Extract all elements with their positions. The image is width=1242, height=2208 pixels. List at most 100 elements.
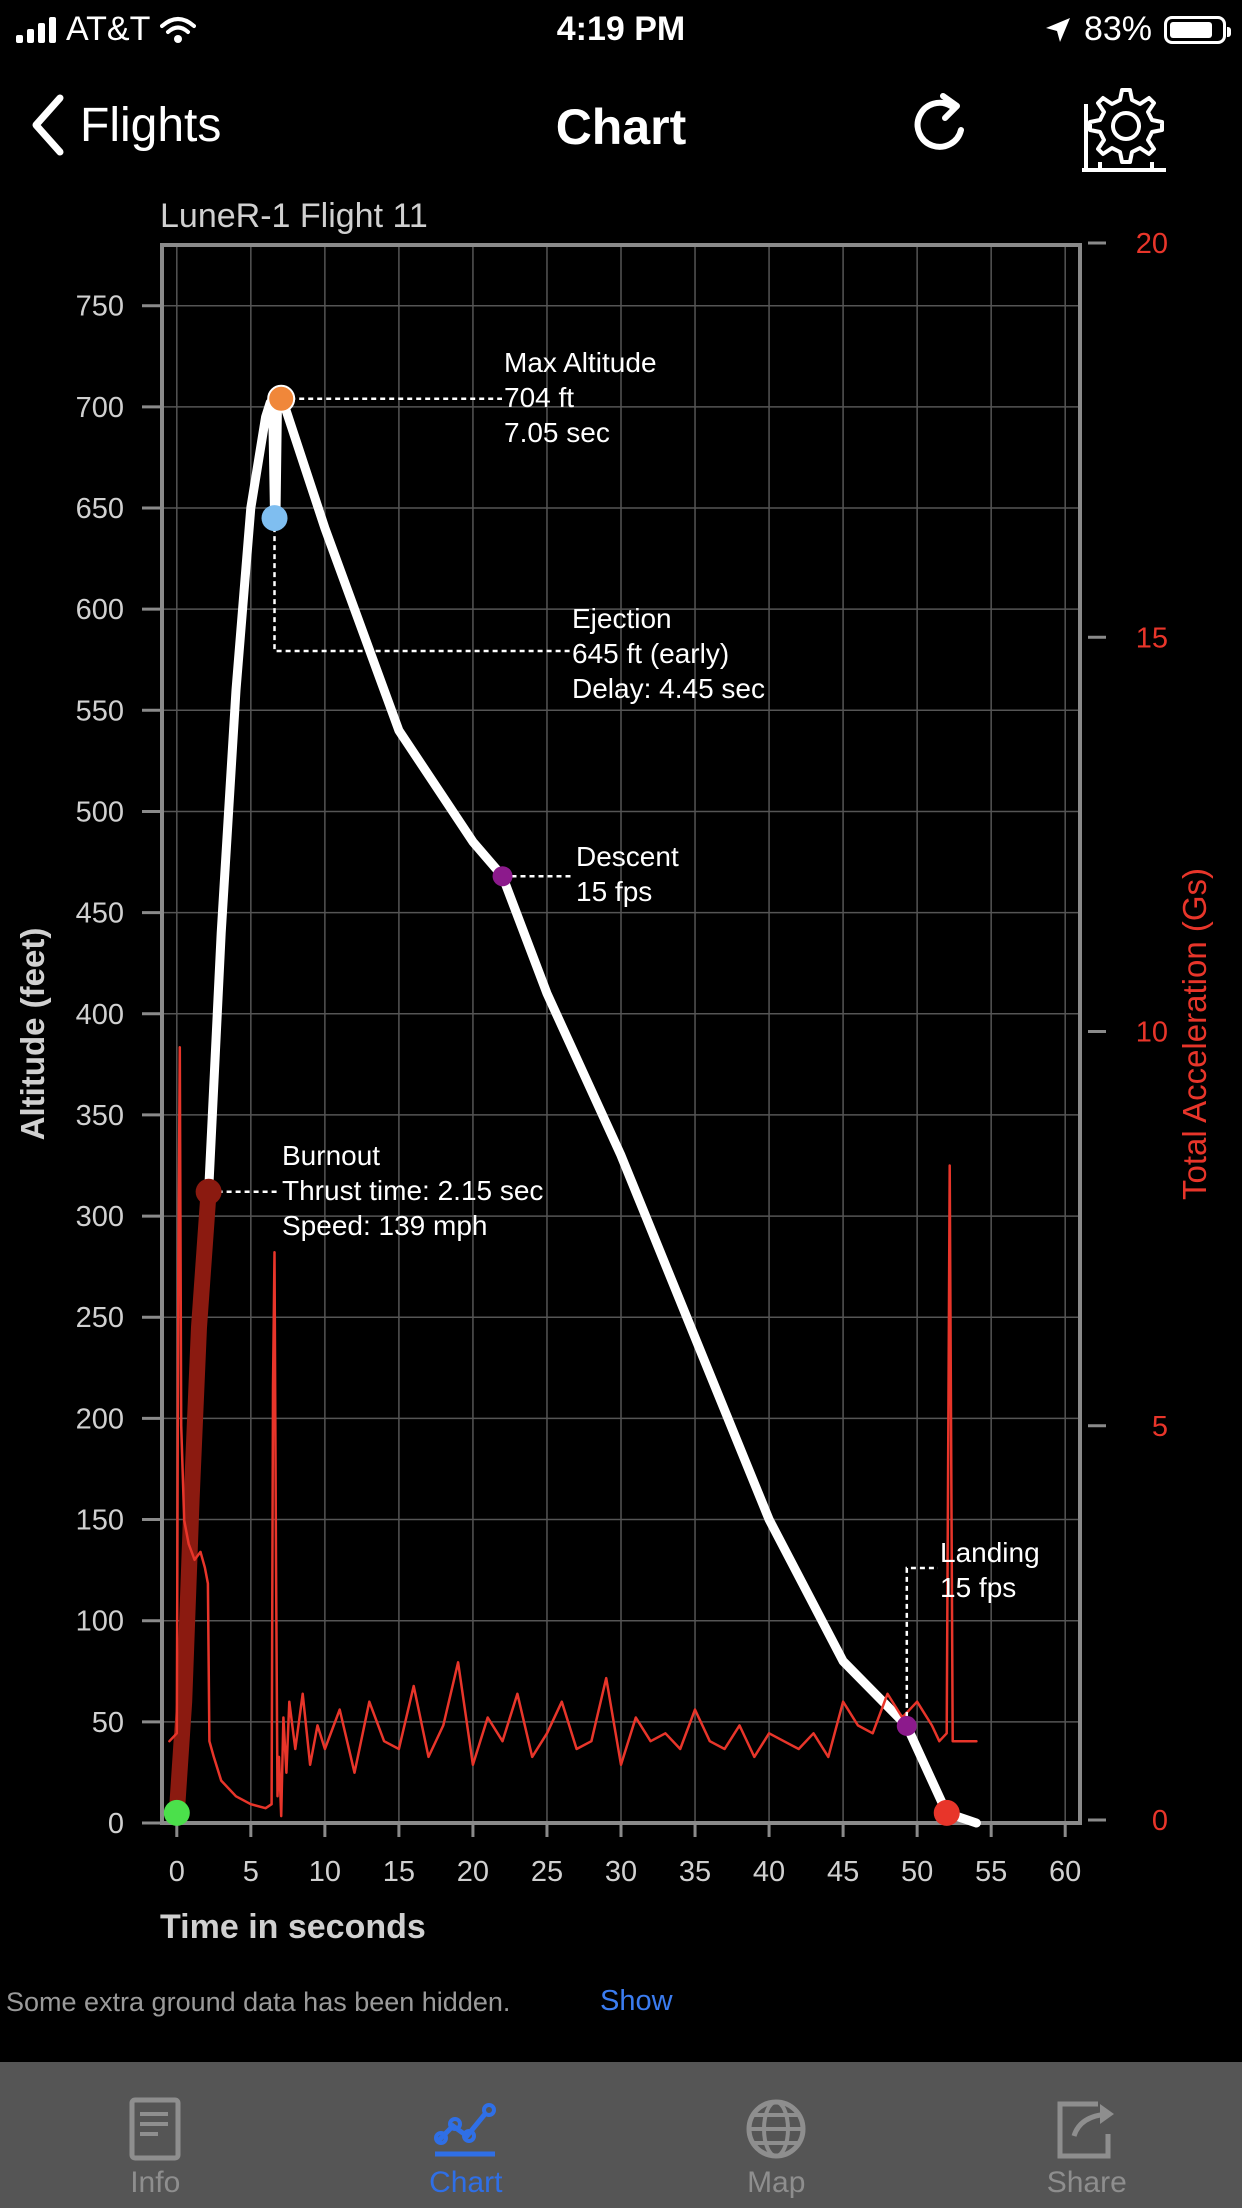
y2-axis-label: Total Acceleration (Gs) xyxy=(1176,868,1213,1200)
tab-chart-label: Chart xyxy=(429,2166,503,2199)
callout-text: Descent xyxy=(576,841,679,872)
status-right: 83% xyxy=(1044,10,1231,49)
carrier-label: AT&T xyxy=(66,10,151,48)
marker-liftoff xyxy=(163,1799,190,1826)
y-tick-label: 500 xyxy=(76,796,124,828)
y-tick-label: 700 xyxy=(76,392,124,424)
tab-info[interactable]: Info xyxy=(0,2062,311,2208)
clock: 4:19 PM xyxy=(556,10,686,48)
y-axis-left: 0 50 100 150 200 250 300 350 400 450 500 550 600 650 7… xyxy=(76,291,162,1840)
callout-text: 704 ft xyxy=(504,382,574,413)
chevron-left-icon xyxy=(32,94,64,156)
x-tick-label: 60 xyxy=(1049,1856,1081,1888)
x-tick-label: 50 xyxy=(901,1856,933,1888)
y-tick-label: 350 xyxy=(76,1100,124,1132)
chart-title: LuneR-1 Flight 11 xyxy=(160,197,428,235)
flight-chart: LuneR-1 Flight 11 0 5 10 15 20 25 30 35 40 45 50 55… xyxy=(14,197,1213,1946)
callout-text: Thrust time: 2.15 sec xyxy=(282,1175,543,1206)
marker-max-altitude xyxy=(267,384,296,413)
signal-icon xyxy=(16,16,56,43)
callout-text: Landing xyxy=(940,1537,1040,1568)
tab-share[interactable]: Share xyxy=(932,2062,1242,2208)
y-tick-label: 100 xyxy=(76,1606,124,1638)
status-bar: AT&T 4:19 PM 83% xyxy=(0,0,1242,62)
callout-leader xyxy=(273,518,570,653)
marker-landing xyxy=(896,1715,917,1736)
wifi-icon xyxy=(160,16,197,43)
y-tick-label: 250 xyxy=(76,1302,124,1334)
x-tick-label: 15 xyxy=(383,1856,415,1888)
y2-tick-label: 0 xyxy=(1152,1805,1168,1837)
marker-burnout xyxy=(195,1178,222,1205)
x-tick-label: 10 xyxy=(309,1856,341,1888)
gear-icon[interactable] xyxy=(1080,84,1168,174)
globe-icon xyxy=(746,2099,806,2159)
y-tick-label: 300 xyxy=(76,1201,124,1233)
x-tick-label: 40 xyxy=(753,1856,785,1888)
location-arrow-icon xyxy=(1045,17,1070,42)
callout-text: 15 fps xyxy=(940,1572,1016,1603)
y-tick-label: 50 xyxy=(92,1707,124,1739)
callout-leader xyxy=(905,1566,938,1726)
marker-landed xyxy=(933,1799,960,1826)
y-axis-right: 0 5 10 15 20 xyxy=(1088,228,1168,1837)
marker-descent xyxy=(492,866,513,887)
callout-text: 645 ft (early) xyxy=(572,638,729,669)
tab-share-label: Share xyxy=(1046,2166,1127,2199)
chart-callouts: Burnout Thrust time: 2.15 sec Speed: 139 m… xyxy=(163,347,1040,1826)
x-tick-label: 5 xyxy=(243,1856,259,1888)
navigation-bar: Flights Chart xyxy=(0,80,1242,180)
callout-text: Speed: 139 mph xyxy=(282,1210,488,1241)
y-tick-label: 400 xyxy=(76,999,124,1031)
refresh-icon[interactable] xyxy=(905,90,975,160)
x-tick-label: 20 xyxy=(457,1856,489,1888)
callout-text: Ejection xyxy=(572,603,672,634)
x-tick-label: 25 xyxy=(531,1856,563,1888)
chart-icon xyxy=(433,2103,496,2157)
show-hidden-data-link[interactable]: Show xyxy=(600,1985,673,2017)
hidden-data-note: Some extra ground data has been hidden. xyxy=(6,1987,511,2017)
y-tick-label: 150 xyxy=(76,1505,124,1537)
battery-percent: 83% xyxy=(1083,10,1152,48)
y2-tick-label: 20 xyxy=(1136,228,1168,260)
back-button[interactable]: Flights xyxy=(30,94,221,156)
y-axis-label: Altitude (feet) xyxy=(14,928,51,1141)
thrust-series xyxy=(168,1183,217,1821)
callout-text: Delay: 4.45 sec xyxy=(572,673,765,704)
x-axis: 0 5 10 15 20 25 30 35 40 45 50 55 60 xyxy=(169,1823,1081,1888)
y-tick-label: 0 xyxy=(108,1808,124,1840)
x-tick-label: 55 xyxy=(975,1856,1007,1888)
x-tick-label: 0 xyxy=(169,1856,185,1888)
y-tick-label: 200 xyxy=(76,1403,124,1435)
callout-text: Max Altitude xyxy=(504,347,657,378)
callout-text: 7.05 sec xyxy=(504,417,610,448)
chart-grid xyxy=(162,245,1080,1824)
y-tick-label: 600 xyxy=(76,594,124,626)
marker-ejection xyxy=(261,505,288,532)
acceleration-series xyxy=(168,1046,978,1818)
tab-map-label: Map xyxy=(747,2166,806,2199)
tab-chart[interactable]: Chart xyxy=(311,2062,622,2208)
tab-info-label: Info xyxy=(130,2166,181,2199)
battery-fill xyxy=(1170,21,1212,38)
status-left: AT&T xyxy=(16,10,197,49)
tab-map[interactable]: Map xyxy=(621,2062,932,2208)
y-tick-label: 750 xyxy=(76,291,124,323)
callout-text: Burnout xyxy=(282,1140,380,1171)
tab-bar: Info Chart Map Share xyxy=(0,2062,1242,2208)
x-tick-label: 45 xyxy=(827,1856,859,1888)
y2-tick-label: 5 xyxy=(1152,1411,1168,1443)
x-tick-label: 30 xyxy=(605,1856,637,1888)
y2-tick-label: 10 xyxy=(1136,1017,1168,1049)
x-tick-label: 35 xyxy=(679,1856,711,1888)
y2-tick-label: 15 xyxy=(1136,622,1168,654)
battery-icon xyxy=(1164,15,1231,44)
back-label: Flights xyxy=(80,98,222,152)
callout-text: 15 fps xyxy=(576,876,652,907)
y-tick-label: 650 xyxy=(76,493,124,525)
y-tick-label: 550 xyxy=(76,695,124,727)
share-icon xyxy=(1057,2101,1114,2159)
info-icon xyxy=(129,2097,181,2161)
x-axis-label: Time in seconds xyxy=(160,1908,426,1946)
y-tick-label: 450 xyxy=(76,898,124,930)
